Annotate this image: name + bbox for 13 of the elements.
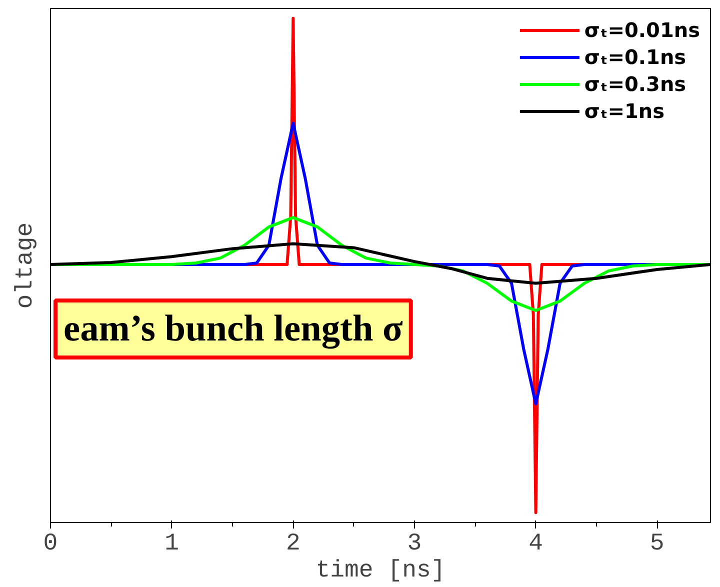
y-axis-title: oltage bbox=[12, 222, 40, 309]
x-axis-title: time [ns] bbox=[316, 558, 446, 584]
legend-label: σₜ=0.1ns bbox=[584, 45, 686, 69]
x-tick-label: 3 bbox=[407, 530, 422, 558]
x-tick-label: 0 bbox=[43, 530, 58, 558]
x-tick-label: 4 bbox=[528, 530, 543, 558]
legend-label: σₜ=1ns bbox=[584, 99, 665, 123]
legend-label: σₜ=0.3ns bbox=[584, 72, 686, 96]
x-tick-label: 2 bbox=[286, 530, 300, 558]
annotation: eam’s bunch length σ bbox=[64, 308, 404, 350]
x-tick-label: 5 bbox=[650, 530, 664, 558]
legend-label: σₜ=0.01ns bbox=[584, 18, 700, 42]
x-tick-label: 1 bbox=[164, 530, 180, 558]
